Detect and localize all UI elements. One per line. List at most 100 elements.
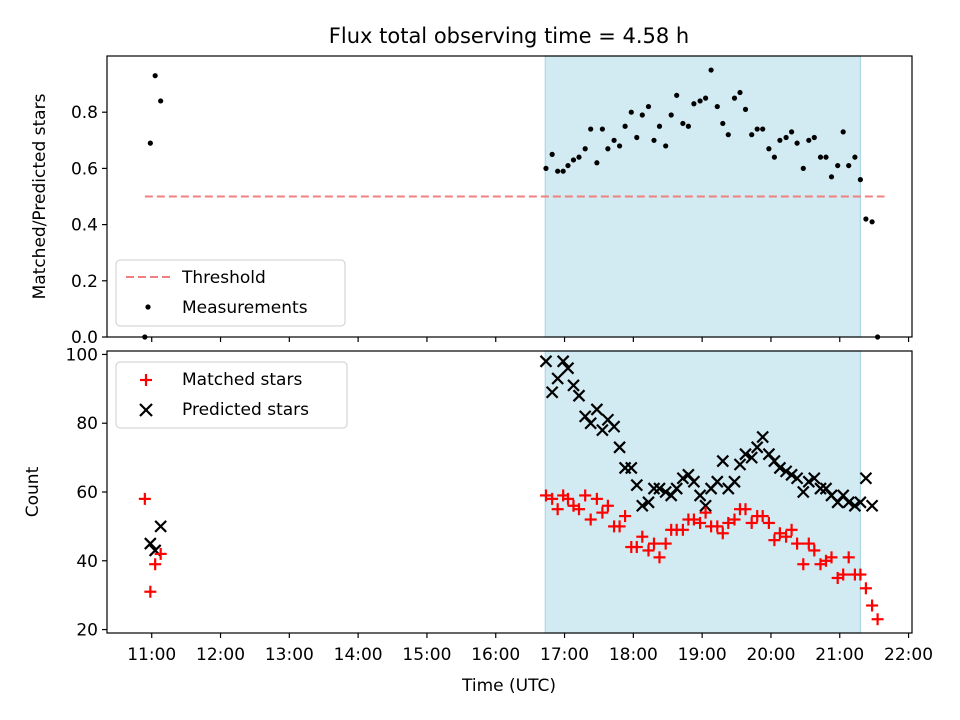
measurements-layer: [142, 67, 881, 340]
matched-stars-point: [154, 547, 167, 560]
y-tick-label: 60: [76, 483, 98, 503]
measurement-point: [691, 101, 697, 107]
ratio-panel: 0.00.20.40.60.8 Matched/Predicted stars …: [30, 55, 913, 348]
matched-stars-point: [619, 510, 632, 523]
x-tick-label: 13:00: [265, 645, 314, 665]
measurement-point: [731, 95, 738, 101]
measurement-point: [158, 98, 164, 104]
measurement-point: [788, 129, 795, 135]
matched-stars-point: [647, 537, 660, 550]
matched-stars-point: [630, 541, 643, 554]
measurement-point: [754, 126, 760, 132]
measurement-point: [570, 157, 577, 163]
measurement-point: [811, 134, 817, 141]
measurement-point: [685, 123, 691, 129]
measurement-point: [806, 137, 812, 143]
legend-measurements-swatch: [145, 304, 151, 310]
predicted-stars-point: [711, 475, 724, 488]
x-tick-label: 22:00: [884, 645, 933, 665]
measurement-point: [611, 137, 617, 143]
predicted-stars-point: [590, 403, 604, 416]
measurement-point: [714, 103, 720, 110]
predicted-stars-point: [779, 465, 793, 478]
x-tick-label: 15:00: [402, 645, 451, 665]
matched-stars-point: [808, 544, 821, 557]
predicted-stars-point: [733, 458, 747, 471]
matched-stars-point: [871, 613, 884, 626]
count-y-axis-label: Count: [23, 466, 43, 517]
measurement-point: [622, 123, 628, 129]
predicted-stars-point: [630, 478, 644, 492]
matched-stars-point: [144, 585, 157, 598]
predicted-stars-point: [745, 451, 758, 464]
measurement-point: [628, 109, 634, 115]
measurement-point: [674, 92, 680, 98]
predicted-stars-point: [670, 482, 683, 495]
y-tick-label: 100: [66, 345, 98, 365]
y-tick-label: 0.2: [71, 272, 98, 292]
predicted-stars-point: [596, 423, 609, 437]
measurement-point: [840, 129, 846, 135]
measurement-point: [588, 126, 594, 132]
matched-stars-point: [590, 492, 603, 505]
predicted-stars-point: [716, 454, 730, 468]
matched-stars-point: [546, 492, 559, 505]
matched-stars-point: [854, 568, 867, 581]
x-tick-label: 17:00: [540, 645, 589, 665]
x-tick-label: 20:00: [746, 645, 795, 665]
matched-stars-point: [561, 492, 574, 505]
matched-stars-point: [866, 599, 879, 612]
measurement-point: [823, 154, 829, 160]
matched-stars-point: [756, 510, 769, 523]
legend-predicted-swatch: [139, 403, 153, 417]
y-tick-label: 80: [76, 414, 98, 434]
predicted-stars-point: [551, 372, 564, 385]
predicted-stars-point: [859, 471, 873, 485]
predicted-stars-point: [848, 499, 862, 513]
count-panel-frame: [106, 350, 913, 634]
measurement-point: [152, 73, 158, 79]
measurement-point: [737, 89, 743, 96]
y-tick-label: 40: [76, 552, 98, 572]
measurement-point: [668, 112, 674, 118]
measurement-point: [742, 106, 749, 112]
y-tick-label: 0.4: [71, 216, 98, 236]
predicted-stars-point: [144, 537, 157, 550]
x-tick-label: 12:00: [196, 645, 245, 665]
matched-stars-point: [791, 537, 804, 550]
count-y-axis-ticks: 20 40 60 80 100: [66, 345, 107, 641]
measurement-point: [605, 146, 611, 152]
matched-stars-point: [579, 489, 592, 502]
matched-stars-point: [773, 527, 786, 540]
measurement-point: [549, 151, 555, 157]
legend-predicted-label: Predicted stars: [182, 400, 309, 420]
measurement-point: [697, 98, 703, 104]
predicted-stars-point: [572, 389, 586, 402]
matched-stars-point: [780, 530, 793, 543]
predicted-stars-point: [797, 485, 810, 499]
matched-stars-point: [687, 513, 700, 526]
figure-title: Flux total observing time = 4.58 h: [329, 24, 689, 48]
measurement-point: [846, 162, 852, 169]
matched-stars-point: [584, 513, 597, 526]
measurement-point: [565, 162, 571, 169]
measurement-point: [852, 154, 858, 160]
matched-stars-point: [138, 492, 151, 505]
predicted-stars-point: [728, 475, 741, 488]
measurement-point: [555, 168, 561, 174]
measurement-point: [749, 132, 755, 138]
predicted-stars-point: [636, 499, 649, 513]
measurement-point: [817, 154, 824, 160]
predicted-stars-point: [653, 482, 666, 495]
matched-stars-point: [711, 520, 724, 533]
measurement-point: [794, 140, 800, 146]
ratio-legend: Threshold Measurements: [115, 259, 346, 327]
y-tick-label: 0.0: [71, 328, 98, 348]
predicted-stars-point: [561, 361, 575, 375]
measurement-point: [594, 160, 600, 166]
predicted-stars-point: [808, 471, 821, 485]
x-tick-label: 11:00: [127, 645, 176, 665]
predicted-stars-point: [802, 475, 816, 488]
measurement-point: [857, 177, 863, 183]
